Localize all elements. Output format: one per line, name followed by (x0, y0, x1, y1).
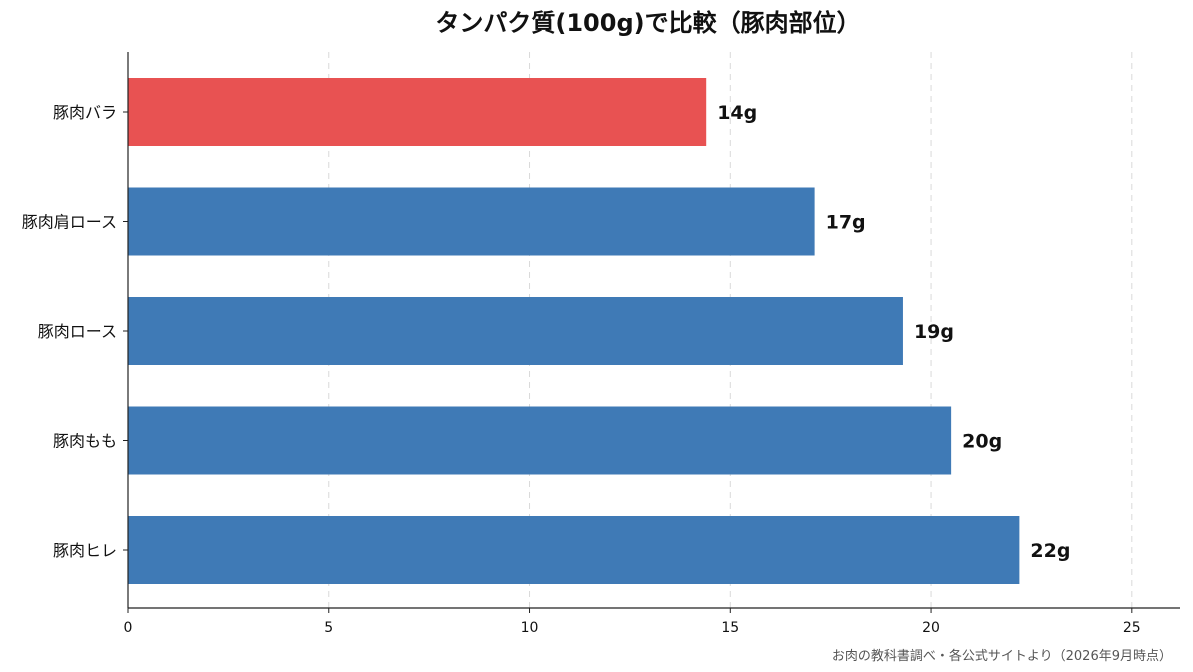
x-tick-label-5: 25 (1123, 620, 1141, 636)
bar-0 (128, 78, 707, 146)
value-labels: 14g 17g 19g 20g 22g (717, 102, 1070, 562)
x-tick-label-2: 10 (521, 620, 539, 636)
value-label-0: 14g (717, 102, 757, 124)
value-label-2: 19g (914, 321, 954, 343)
category-label-2: 豚肉ロース (38, 322, 117, 341)
bar-2 (128, 297, 903, 365)
x-tick-label-1: 5 (324, 620, 333, 636)
category-label-4: 豚肉ヒレ (53, 541, 117, 560)
bars (128, 78, 1020, 584)
x-tick-labels: 0 5 10 15 20 25 (124, 620, 1141, 636)
axes (123, 52, 1180, 613)
bar-4 (128, 516, 1020, 584)
chart-title: タンパク質(100g)で比較（豚肉部位） (435, 9, 860, 37)
x-tick-label-3: 15 (721, 620, 739, 636)
value-label-1: 17g (826, 212, 866, 234)
source-note: お肉の教科書調べ・各公式サイトより（2026年9月時点） (832, 648, 1172, 664)
category-label-1: 豚肉肩ロース (22, 213, 117, 232)
x-tick-label-4: 20 (922, 620, 940, 636)
x-tick-label-0: 0 (124, 620, 133, 636)
category-label-0: 豚肉バラ (53, 103, 117, 122)
value-label-4: 22g (1030, 540, 1070, 562)
value-label-3: 20g (962, 431, 1002, 453)
bar-1 (128, 187, 815, 256)
category-label-3: 豚肉もも (53, 432, 117, 451)
bar-3 (128, 406, 952, 475)
